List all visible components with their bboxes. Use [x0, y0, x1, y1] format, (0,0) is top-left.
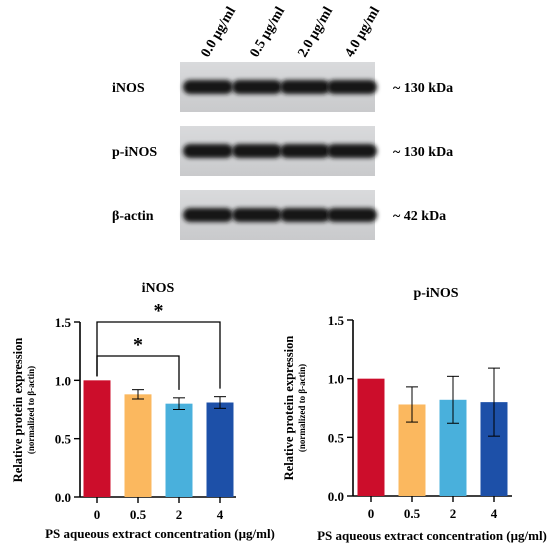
blot-row: β-actin ~ 42 kDa — [112, 190, 446, 240]
blot-band — [183, 208, 233, 222]
lane-label: 0.5 μg/ml — [247, 4, 288, 60]
chart-title: p-iNOS — [413, 286, 458, 301]
bar — [83, 380, 111, 497]
blot-band — [183, 80, 233, 94]
y-axis-title: Relative protein expression — [11, 338, 25, 483]
y-tick-label: 0.5 — [55, 432, 72, 447]
significance-label: * — [154, 300, 164, 322]
inos-bar-chart: iNOS 0.0 0.5 1.0 1.5 Relative protein express… — [11, 281, 275, 541]
x-tick-label: 0 — [94, 507, 101, 522]
molecular-weight-label: ~ 42 kDa — [393, 209, 446, 224]
protein-label: iNOS — [112, 81, 145, 96]
protein-label: p-iNOS — [112, 145, 157, 160]
significance-bracket: * — [96, 300, 221, 389]
x-tick-label: 0.5 — [404, 506, 421, 521]
blot-band — [327, 80, 377, 94]
bar — [165, 403, 193, 497]
blot-band — [280, 208, 330, 222]
blot-band — [280, 80, 330, 94]
y-tick-label: 1.5 — [328, 313, 345, 328]
x-axis-title: PS aqueous extract concentration (μg/ml) — [317, 528, 547, 543]
error-bar — [488, 367, 500, 437]
blot-row: iNOS ~ 130 kDa — [112, 62, 453, 112]
blot-band — [280, 144, 330, 158]
error-bar — [406, 386, 418, 423]
y-tick-label: 1.5 — [55, 315, 72, 330]
x-tick-label: 2 — [176, 507, 183, 522]
error-bar — [132, 389, 144, 400]
chart-title: iNOS — [142, 281, 175, 296]
blot-rows: iNOS ~ 130 kDa p-iNOS ~ 130 kDa β-actin ~ 42 … — [112, 62, 453, 240]
y-axis-title: Relative protein expression — [282, 336, 296, 481]
bar — [357, 378, 385, 496]
error-bar — [214, 396, 226, 409]
molecular-weight-label: ~ 130 kDa — [393, 145, 453, 160]
p-inos-bar-chart: p-iNOS 0.0 0.5 1.0 1.5 Relative protein expre… — [282, 286, 547, 543]
y-tick-label: 0.0 — [328, 489, 344, 504]
x-tick-label: 0 — [368, 506, 375, 521]
x-tick-label: 2 — [450, 506, 457, 521]
error-bar — [447, 375, 459, 424]
bar — [124, 394, 152, 497]
blot-row: p-iNOS ~ 130 kDa — [112, 126, 453, 176]
blot-band — [327, 144, 377, 158]
x-tick-label: 4 — [491, 506, 498, 521]
y-axis-subtitle: (normalized to β-actin) — [297, 364, 307, 452]
protein-label: β-actin — [112, 209, 154, 224]
lane-label: 2.0 μg/ml — [295, 4, 336, 60]
x-tick-label: 0.5 — [130, 507, 147, 522]
lane-label: 0.0 μg/ml — [198, 4, 239, 60]
blot-band — [232, 144, 282, 158]
lane-label: 4.0 μg/ml — [342, 4, 383, 60]
western-blot-panel: 0.0 μg/ml 0.5 μg/ml 2.0 μg/ml 4.0 μg/ml iNO… — [112, 4, 453, 240]
y-tick-label: 0.0 — [55, 490, 71, 505]
x-tick-label: 4 — [217, 507, 224, 522]
y-tick-label: 1.0 — [328, 372, 344, 387]
significance-label: * — [133, 334, 143, 356]
blot-band — [183, 144, 233, 158]
bar — [206, 402, 234, 497]
blot-band — [232, 80, 282, 94]
y-tick-label: 0.5 — [328, 430, 345, 445]
blot-band — [232, 208, 282, 222]
molecular-weight-label: ~ 130 kDa — [393, 81, 453, 96]
lane-labels: 0.0 μg/ml 0.5 μg/ml 2.0 μg/ml 4.0 μg/ml — [198, 4, 383, 60]
blot-band — [327, 208, 377, 222]
y-tick-label: 1.0 — [55, 373, 71, 388]
y-axis-subtitle: (normalized to β-actin) — [26, 366, 36, 454]
x-axis-title: PS aqueous extract concentration (μg/ml) — [45, 526, 275, 541]
error-bar — [173, 397, 185, 410]
